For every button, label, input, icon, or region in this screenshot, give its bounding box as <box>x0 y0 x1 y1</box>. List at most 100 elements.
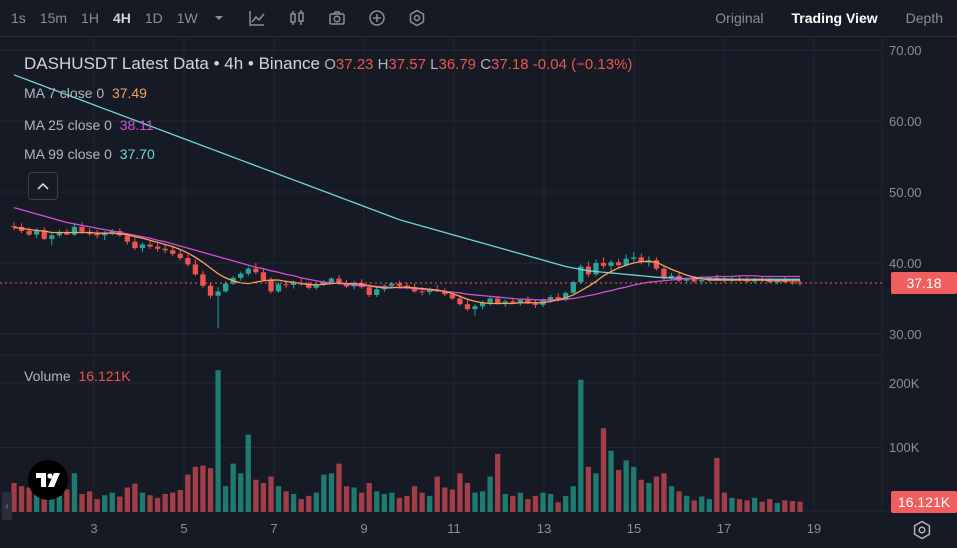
toolbar-divider <box>0 36 957 37</box>
candle-body <box>389 283 395 286</box>
current-volume-tag: 16.121K <box>891 491 957 513</box>
timeframe-4h[interactable]: 4H <box>112 10 131 26</box>
volume-legend: Volume 16.121K <box>24 368 131 384</box>
date-tick: 5 <box>180 521 188 536</box>
candle-body <box>411 287 418 292</box>
chart-settings-icon[interactable] <box>912 520 932 540</box>
timeframe-1s[interactable]: 1s <box>11 10 26 26</box>
settings-icon[interactable] <box>403 4 431 32</box>
volume-bar <box>275 486 282 512</box>
volume-bar <box>260 482 267 512</box>
timeframe-15m[interactable]: 15m <box>39 10 68 26</box>
candle-body <box>653 260 660 269</box>
volume-bar <box>615 470 622 512</box>
candle-body <box>283 284 289 286</box>
candle-body <box>767 280 773 283</box>
tab-depth[interactable]: Depth <box>905 10 943 26</box>
volume-bar <box>117 496 123 512</box>
candle-body <box>56 232 62 236</box>
candle-body <box>275 284 282 292</box>
candle-body <box>525 299 531 304</box>
candle-body <box>683 279 690 281</box>
tab-original[interactable]: Original <box>715 10 764 26</box>
symbol-title: DASHUSDT Latest Data • 4h • Binance <box>24 54 321 73</box>
volume-bar <box>79 493 85 512</box>
volume-bar <box>442 487 448 512</box>
candle-body <box>215 291 221 296</box>
price-chart[interactable] <box>0 37 957 548</box>
candle-body <box>192 264 199 275</box>
ohlc-legend: DASHUSDT Latest Data • 4h • Binance O37.… <box>24 54 632 74</box>
timeframe-1w[interactable]: 1W <box>176 10 198 26</box>
candle-body <box>34 230 40 235</box>
collapse-legend-button[interactable] <box>28 172 58 200</box>
volume-bar <box>721 492 728 512</box>
camera-icon[interactable] <box>323 4 351 32</box>
candle-body <box>109 231 115 234</box>
candle-body <box>427 289 433 293</box>
volume-bar <box>102 495 108 512</box>
volume-bar <box>706 499 712 512</box>
timeframe-1d[interactable]: 1D <box>144 10 163 26</box>
volume-bar <box>238 473 244 512</box>
candle-body <box>49 235 55 239</box>
volume-bar <box>570 486 576 512</box>
tab-trading-view[interactable]: Trading View <box>791 10 878 26</box>
volume-bar <box>64 489 70 512</box>
candle-body <box>238 273 244 278</box>
candle-body <box>578 266 584 283</box>
volume-bar <box>555 502 561 512</box>
volume-bar <box>691 500 697 512</box>
date-tick: 13 <box>536 521 552 536</box>
volume-bar <box>177 490 183 512</box>
candle-body <box>132 241 138 249</box>
ma99-label: MA 99 close 0 <box>24 146 112 162</box>
volume-bar <box>782 500 788 512</box>
candle-body <box>313 284 319 288</box>
timeframe-1h[interactable]: 1H <box>81 10 99 26</box>
scroll-left-handle[interactable]: ‹ <box>2 492 12 520</box>
volume-bar <box>34 492 40 512</box>
volume-bar <box>774 502 780 512</box>
volume-tick: 200K <box>889 376 920 391</box>
tradingview-logo-icon[interactable] <box>28 460 68 500</box>
candle-body <box>404 285 410 288</box>
high-value: 37.57 <box>388 56 426 73</box>
volume-bar <box>434 476 440 512</box>
ma99-line <box>13 74 800 280</box>
volume-bar <box>419 492 425 512</box>
high-label: H <box>377 56 389 73</box>
volume-bar <box>124 487 131 512</box>
candle-body <box>11 226 17 228</box>
candle-body <box>41 230 47 239</box>
volume-bar <box>495 453 501 512</box>
volume-bar <box>313 492 319 512</box>
candle-body <box>510 301 516 303</box>
indicators-icon[interactable] <box>243 4 271 32</box>
volume-bar <box>661 473 667 512</box>
volume-bar <box>298 499 304 512</box>
candle-body <box>593 263 599 275</box>
ma99-legend: MA 99 close 0 37.70 <box>24 146 155 162</box>
volume-bar <box>646 482 652 512</box>
candle-body <box>532 303 539 305</box>
candle-body <box>79 226 85 232</box>
volume-bar <box>192 466 199 512</box>
candle-body <box>615 262 622 266</box>
volume-bar <box>699 496 705 512</box>
volume-bar <box>525 499 531 512</box>
volume-bar <box>797 501 803 512</box>
ma25-label: MA 25 close 0 <box>24 117 112 133</box>
candle-body <box>185 258 191 265</box>
add-icon[interactable] <box>363 4 391 32</box>
chevron-down-icon[interactable] <box>205 4 233 32</box>
candle-type-icon[interactable] <box>283 4 311 32</box>
volume-bar <box>638 479 644 512</box>
candle-body <box>336 278 342 283</box>
date-tick: 19 <box>806 521 822 536</box>
volume-bar <box>744 500 750 512</box>
candle-body <box>102 233 108 236</box>
volume-bar <box>729 497 735 512</box>
volume-bar <box>623 460 629 512</box>
ma7-label: MA 7 close 0 <box>24 85 105 101</box>
